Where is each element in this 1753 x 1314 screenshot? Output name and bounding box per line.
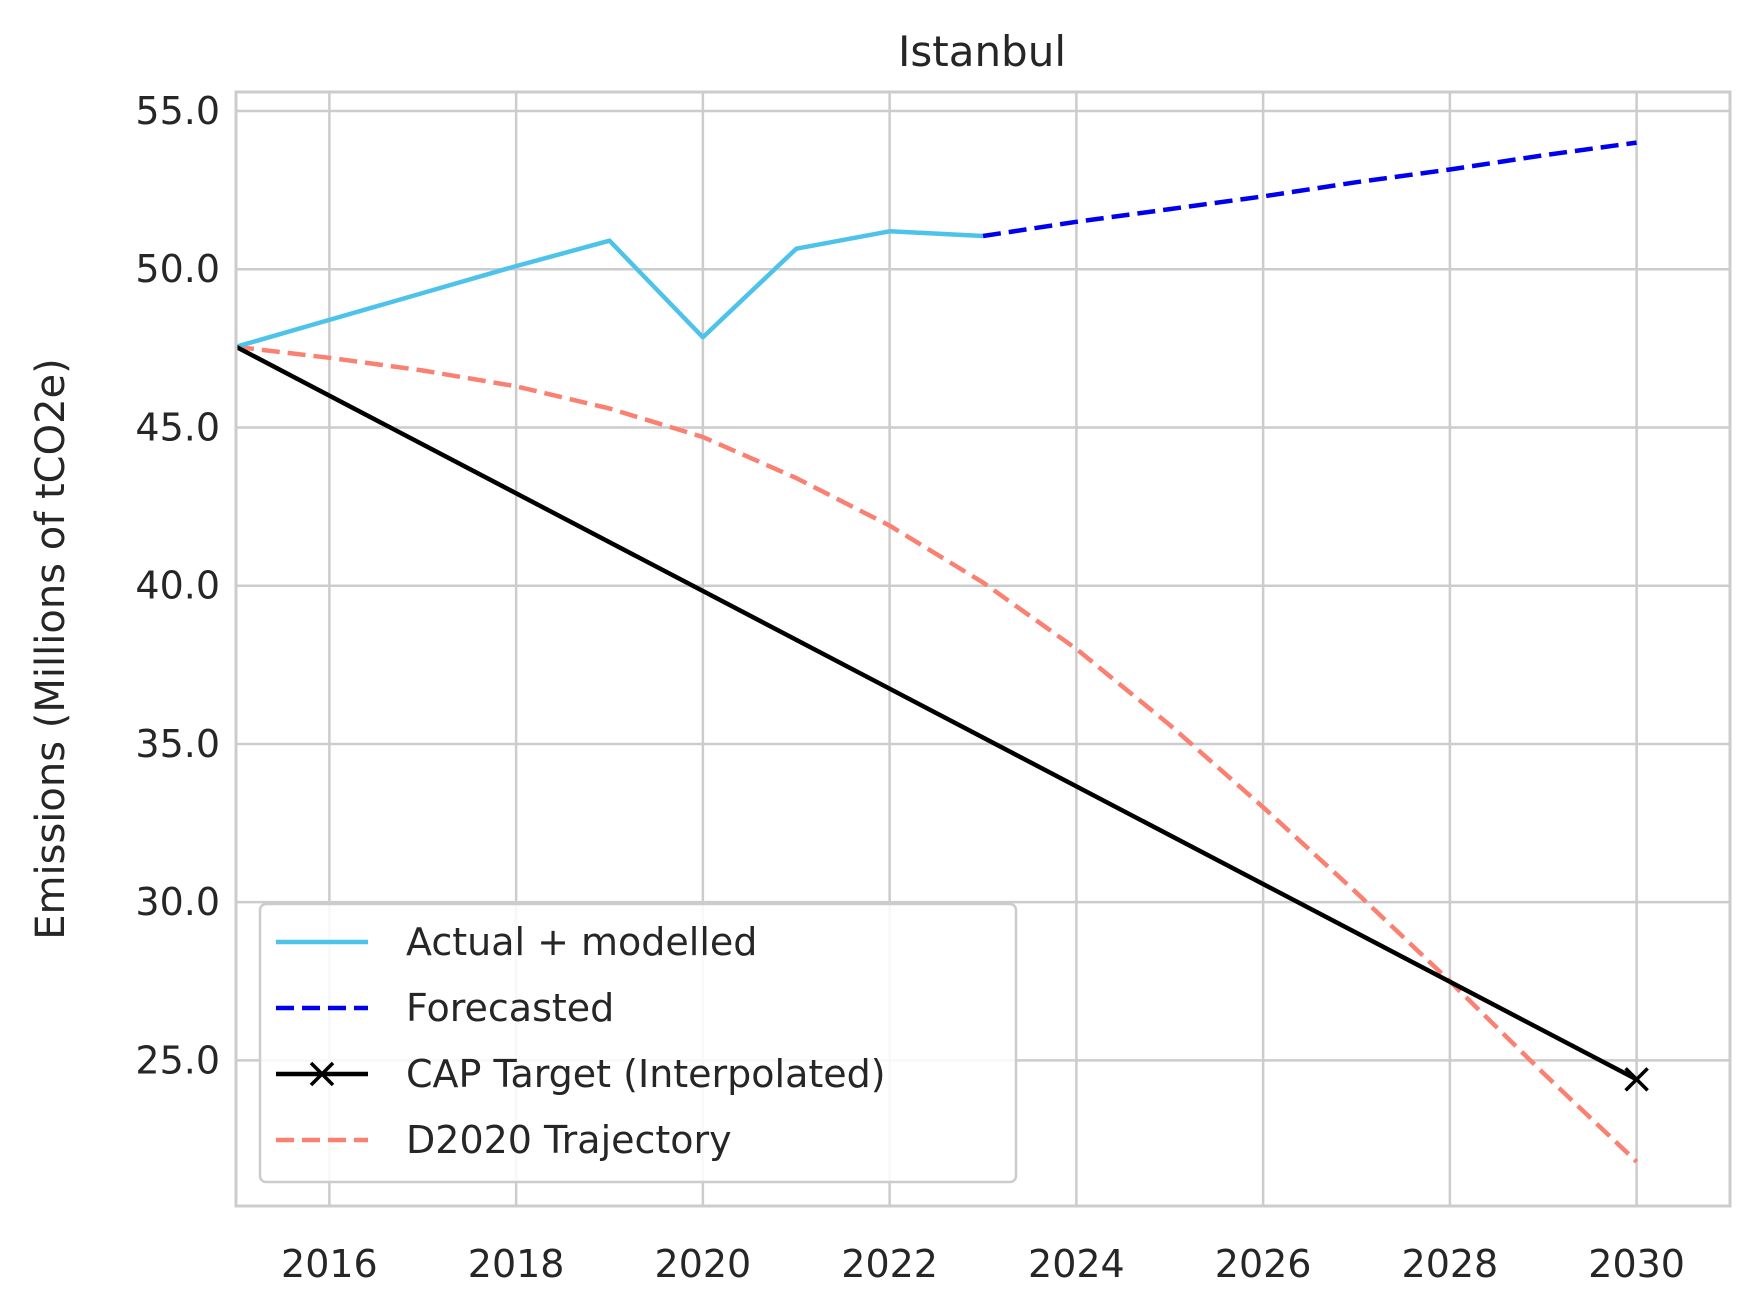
- y-axis-label: Emissions (Millions of tCO2e): [28, 358, 74, 940]
- series-line-1: [982, 140, 1637, 239]
- x-tick-label: 2018: [468, 1242, 565, 1286]
- legend-label-2: CAP Target (Interpolated): [406, 1052, 886, 1096]
- x-tick-label: 2024: [1028, 1242, 1125, 1286]
- series-layer: [234, 140, 1649, 1164]
- series-line-2: [234, 344, 1638, 1082]
- chart-title: Istanbul: [898, 27, 1066, 76]
- y-tick-label: 55.0: [135, 89, 220, 133]
- y-tick-label: 50.0: [135, 247, 220, 291]
- x-tick-label: 2016: [281, 1242, 378, 1286]
- tick-labels: 2016 2018 2020 2022 2024 2026 2028 2030 25.0 30.0…: [135, 89, 1685, 1286]
- legend-label-1: Forecasted: [406, 986, 614, 1030]
- x-tick-label: 2022: [841, 1242, 938, 1286]
- y-tick-label: 45.0: [135, 405, 220, 449]
- plot-frame: [234, 90, 1732, 1208]
- legend-box: [258, 902, 1018, 1184]
- x-tick-label: 2026: [1215, 1242, 1312, 1286]
- target-x-marker: [1624, 1067, 1649, 1092]
- legend-label-0: Actual + modelled: [406, 920, 757, 964]
- y-tick-label: 25.0: [135, 1038, 220, 1082]
- y-tick-label: 40.0: [135, 564, 220, 608]
- legend-label-3: D2020 Trajectory: [406, 1118, 732, 1162]
- x-tick-label: 2028: [1402, 1242, 1499, 1286]
- y-tick-label: 30.0: [135, 880, 220, 924]
- legend: Actual + modelled Forecasted CAP Target (I…: [258, 902, 1018, 1184]
- x-tick-label: 2030: [1588, 1242, 1685, 1286]
- y-tick-label: 35.0: [135, 722, 220, 766]
- x-tick-label: 2020: [655, 1242, 752, 1286]
- series-line-0: [235, 229, 984, 349]
- series-line-3: [235, 344, 1639, 1164]
